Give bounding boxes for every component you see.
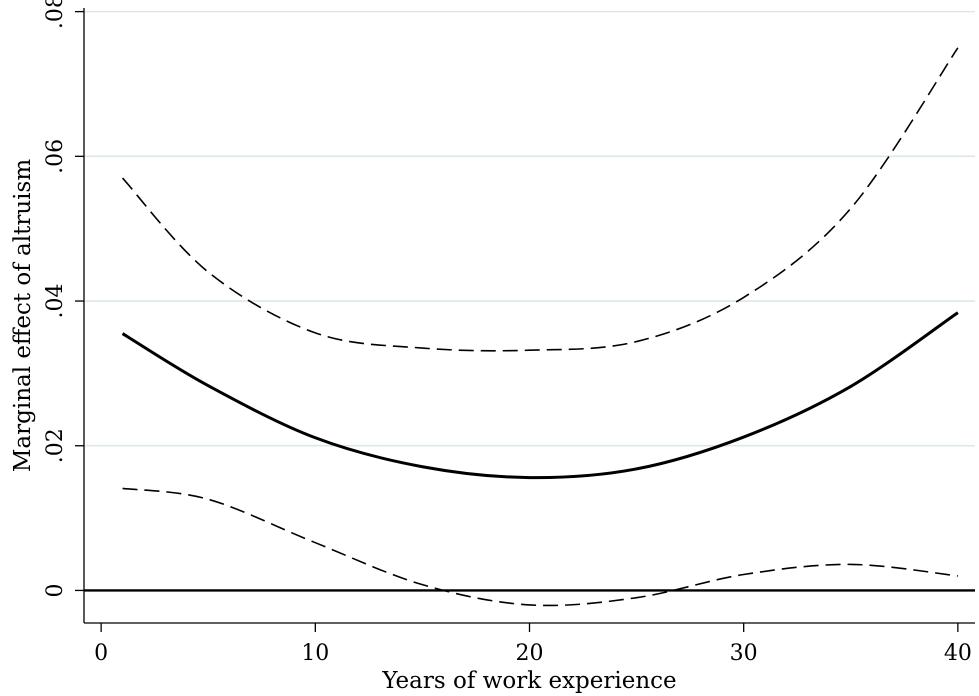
y-tick-label-1: .02 xyxy=(43,428,68,463)
x-tick-label-4: 40 xyxy=(944,641,972,666)
y-tick-label-2: .04 xyxy=(43,284,68,319)
x-tick-label-0: 0 xyxy=(94,641,108,666)
y-tick-label-3: .06 xyxy=(43,139,68,174)
series-estimate-line xyxy=(121,311,959,480)
grid-lines xyxy=(85,10,975,447)
y-tick-label-4: .08 xyxy=(43,0,68,29)
series-lower-ci-line xyxy=(122,487,958,607)
y-axis-title: Marginal effect of altruism xyxy=(10,159,36,472)
x-tick-label-2: 20 xyxy=(516,641,544,666)
x-axis-title: Years of work experience xyxy=(381,668,676,694)
y-tick-label-0: 0 xyxy=(43,583,68,597)
tick-layer: 0 .02 .04 .06 .08 0 10 20 30 40 xyxy=(43,0,972,666)
series-upper-ci-line xyxy=(121,47,959,352)
x-tick-label-3: 30 xyxy=(730,641,758,666)
series-layer xyxy=(121,47,959,607)
x-tick-label-1: 10 xyxy=(301,641,329,666)
